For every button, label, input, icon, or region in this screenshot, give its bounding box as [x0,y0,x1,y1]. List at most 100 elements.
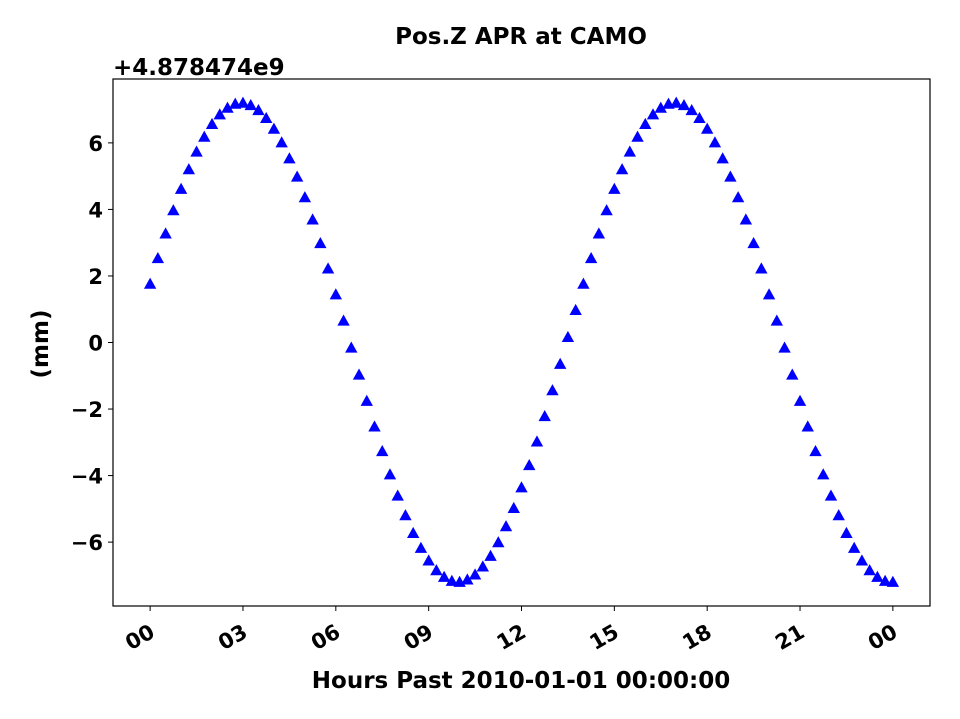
point [701,122,714,134]
point [747,237,760,249]
y-tick-label: 4 [88,198,103,222]
point [786,368,799,380]
point [801,420,814,432]
point [546,384,559,396]
point [561,330,575,342]
point [762,288,776,300]
point [329,288,342,300]
y-tick-label: −2 [71,398,103,422]
point [290,170,304,182]
point [283,152,296,164]
point [584,252,598,264]
point [809,444,822,457]
point [755,262,768,274]
point [646,108,660,120]
point [731,191,745,203]
point [685,103,698,116]
point [391,489,404,501]
point [244,98,257,111]
point [677,98,691,111]
point [260,111,273,124]
point [190,145,203,157]
offset-text: +4.878474e9 [113,55,285,81]
point [484,549,497,561]
point [430,564,443,576]
point [855,554,869,566]
plot-area [143,96,900,587]
point [538,410,551,422]
point [337,314,350,326]
x-axis-label: Hours Past 2010-01-01 00:00:00 [312,668,730,694]
point [878,574,892,586]
y-tick-label: −4 [71,465,103,489]
point [399,509,412,521]
point [631,130,644,142]
point [167,204,180,216]
point [198,130,211,142]
point [515,481,528,493]
point [863,564,876,576]
point [523,458,536,471]
point [376,444,389,457]
point [159,227,172,239]
point [708,136,722,148]
y-tick-label: 2 [88,265,103,289]
point [352,368,366,380]
point [360,394,373,406]
point [639,117,652,130]
point [345,341,358,353]
point [306,213,319,225]
y-axis-label: (mm) [28,310,54,379]
point [693,111,706,124]
point [414,541,428,553]
point [468,568,482,580]
y-tick-label: 6 [88,132,103,156]
point [437,570,451,582]
point [716,152,729,164]
point [151,252,165,264]
point [554,357,567,369]
point [314,237,327,249]
point [236,96,250,108]
point [445,574,459,586]
chart-title: Pos.Z APR at CAMO [395,24,647,50]
point [592,227,606,239]
point [368,420,381,432]
point [832,509,845,521]
point [205,117,219,130]
point [871,570,884,582]
point [213,108,226,120]
point [298,191,312,203]
point [267,122,281,134]
y-tick-label: 0 [88,332,103,356]
point [530,435,544,447]
point [817,468,830,480]
point [182,163,195,175]
point [615,163,629,175]
point [499,520,513,532]
point [824,489,838,501]
point [407,526,420,538]
point [507,501,520,513]
point [778,341,791,353]
point [770,314,783,326]
point [422,554,435,566]
point [577,277,590,289]
point [174,182,188,194]
point [569,303,582,316]
point [848,541,861,553]
point [600,204,613,216]
point [739,213,753,225]
y-tick-label: −6 [71,531,103,555]
point [275,136,288,148]
point [793,394,807,406]
point [321,262,335,274]
point [252,103,265,116]
point [143,277,157,289]
point [840,526,853,538]
point [886,575,900,587]
point [492,536,505,548]
point [476,560,489,572]
